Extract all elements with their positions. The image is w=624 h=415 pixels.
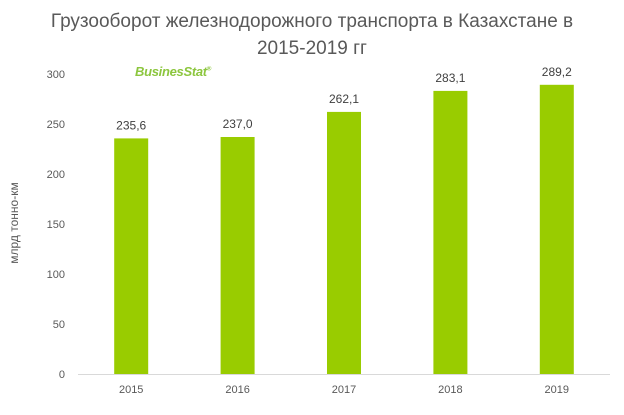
y-tick-label: 200 <box>47 169 65 181</box>
y-tick-label: 0 <box>59 369 65 381</box>
data-label-2016: 237,0 <box>223 117 253 131</box>
y-tick-label: 150 <box>47 219 65 231</box>
data-label-2019: 289,2 <box>542 65 572 79</box>
y-tick-label: 100 <box>47 269 65 281</box>
x-tick-label-2019: 2019 <box>545 384 569 396</box>
bar-2019 <box>539 84 574 375</box>
chart-title-line-2: 2015-2019 гг <box>256 38 367 59</box>
y-tick-label: 50 <box>53 319 65 331</box>
x-tick-label-2015: 2015 <box>119 384 143 396</box>
data-label-2018: 283,1 <box>435 71 465 85</box>
y-tick-label: 250 <box>47 119 65 131</box>
logo-registered-mark: ® <box>206 66 211 73</box>
y-axis-label: млрд тонно-км <box>7 182 21 263</box>
y-tick-label: 300 <box>47 69 65 81</box>
x-tick-label-2018: 2018 <box>438 384 462 396</box>
chart-title-line-1: Грузооборот железнодорожного транспорта … <box>50 11 574 32</box>
x-axis: 2015 2016 2017 2018 2019 <box>78 374 610 396</box>
data-labels: 235,6 237,0 262,1 283,1 289,2 <box>116 65 572 133</box>
data-label-2017: 262,1 <box>329 92 359 106</box>
bar-2016 <box>220 137 255 374</box>
y-axis: 0 50 100 150 200 250 300 <box>47 69 65 381</box>
bar-2017 <box>327 111 361 375</box>
x-tick-label-2016: 2016 <box>225 384 249 396</box>
bar-2018 <box>433 90 468 375</box>
x-tick-label-2017: 2017 <box>332 384 356 396</box>
logo-text: BusinesStat <box>135 64 207 79</box>
data-label-2015: 235,6 <box>116 118 146 132</box>
bar-2015 <box>114 138 149 374</box>
chart-title: Грузооборот железнодорожного транспорта … <box>0 8 624 62</box>
businesstat-logo: BusinesStat® <box>135 64 211 79</box>
bars <box>114 84 574 375</box>
